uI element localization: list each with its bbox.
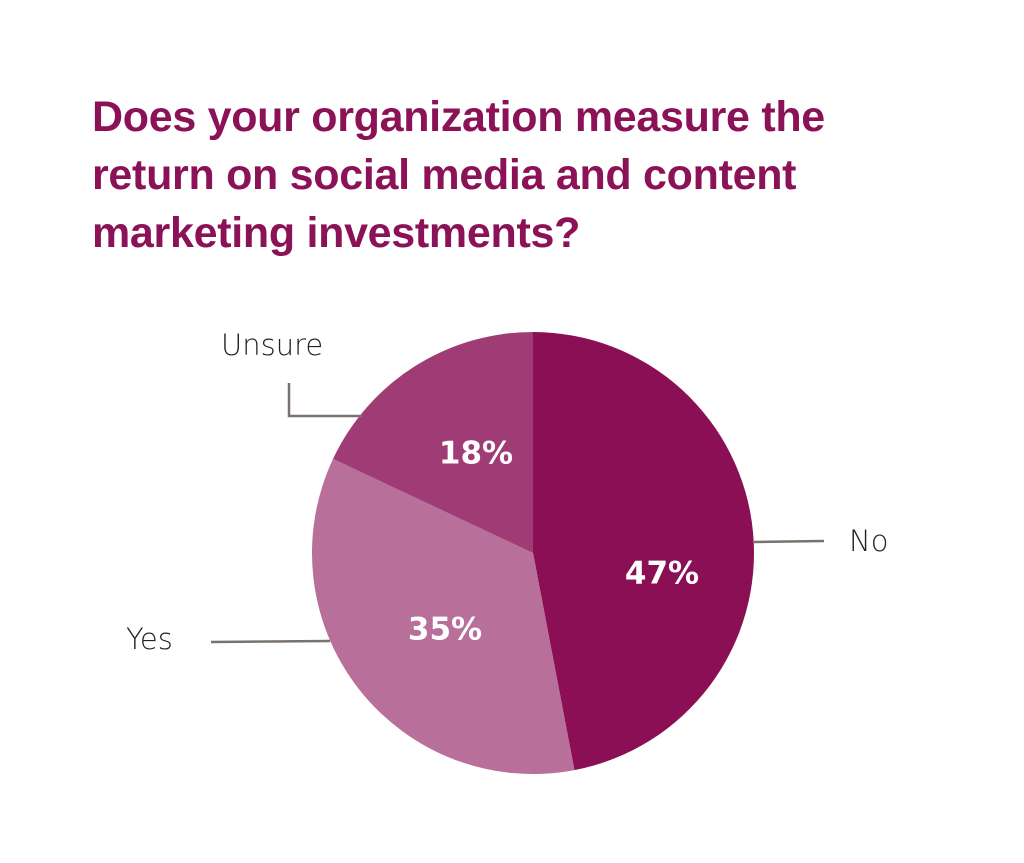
pie-slice-no: [533, 332, 755, 771]
slice-values: 47% 35% 18%: [408, 436, 699, 648]
label-yes: Yes: [126, 622, 173, 656]
pie-slice-yes: [311, 458, 575, 774]
pie-slice-unsure: [333, 332, 533, 553]
value-label-unsure: 18%: [439, 436, 513, 472]
value-label-no: 47%: [625, 556, 699, 592]
leader-line-yes: [210, 639, 331, 644]
leader-line-no: [753, 539, 825, 544]
title-line-3: marketing investments?: [92, 209, 581, 257]
leader-lines: [210, 383, 825, 644]
title-line-1: Does your organization measure the: [92, 93, 825, 141]
label-no: No: [849, 524, 889, 558]
chart-title: Does your organization measure the retur…: [92, 88, 872, 262]
leader-line-unsure: [287, 383, 362, 418]
label-unsure: Unsure: [221, 328, 324, 362]
pie-slices: [311, 332, 755, 774]
value-label-yes: 35%: [408, 612, 482, 648]
title-line-2: return on social media and content: [92, 151, 797, 199]
